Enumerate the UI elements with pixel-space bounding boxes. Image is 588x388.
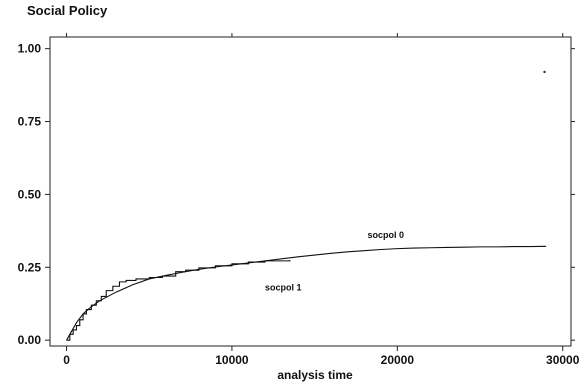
x-axis: 0 10000 20000 30000 <box>63 33 580 367</box>
x-axis-title: analysis time <box>277 368 353 382</box>
y-tick-label: 0.75 <box>18 115 42 129</box>
x-tick-label: 10000 <box>215 353 249 367</box>
x-tick-label: 20000 <box>381 353 415 367</box>
series-line-socpol-0 <box>66 245 547 341</box>
stray-point <box>543 70 546 74</box>
chart-title: Social Policy <box>27 3 108 18</box>
y-tick-label: 0.50 <box>18 187 42 201</box>
series-layer <box>66 70 547 341</box>
y-tick-label: 0.25 <box>18 260 42 274</box>
y-axis: 0.00 0.25 0.50 0.75 1.00 <box>18 42 575 347</box>
series-annotation: socpol 0 <box>368 230 405 240</box>
y-tick-label: 0.00 <box>18 333 42 347</box>
x-tick-label: 30000 <box>546 353 580 367</box>
plot-frame <box>49 36 572 347</box>
x-tick-label: 0 <box>63 353 70 367</box>
annotation-layer: socpol 0 socpol 1 <box>265 230 404 292</box>
y-tick-label: 1.00 <box>18 42 42 56</box>
plot-border <box>49 36 572 347</box>
series-annotation: socpol 1 <box>265 283 302 293</box>
series-line-socpol-1 <box>66 260 291 341</box>
